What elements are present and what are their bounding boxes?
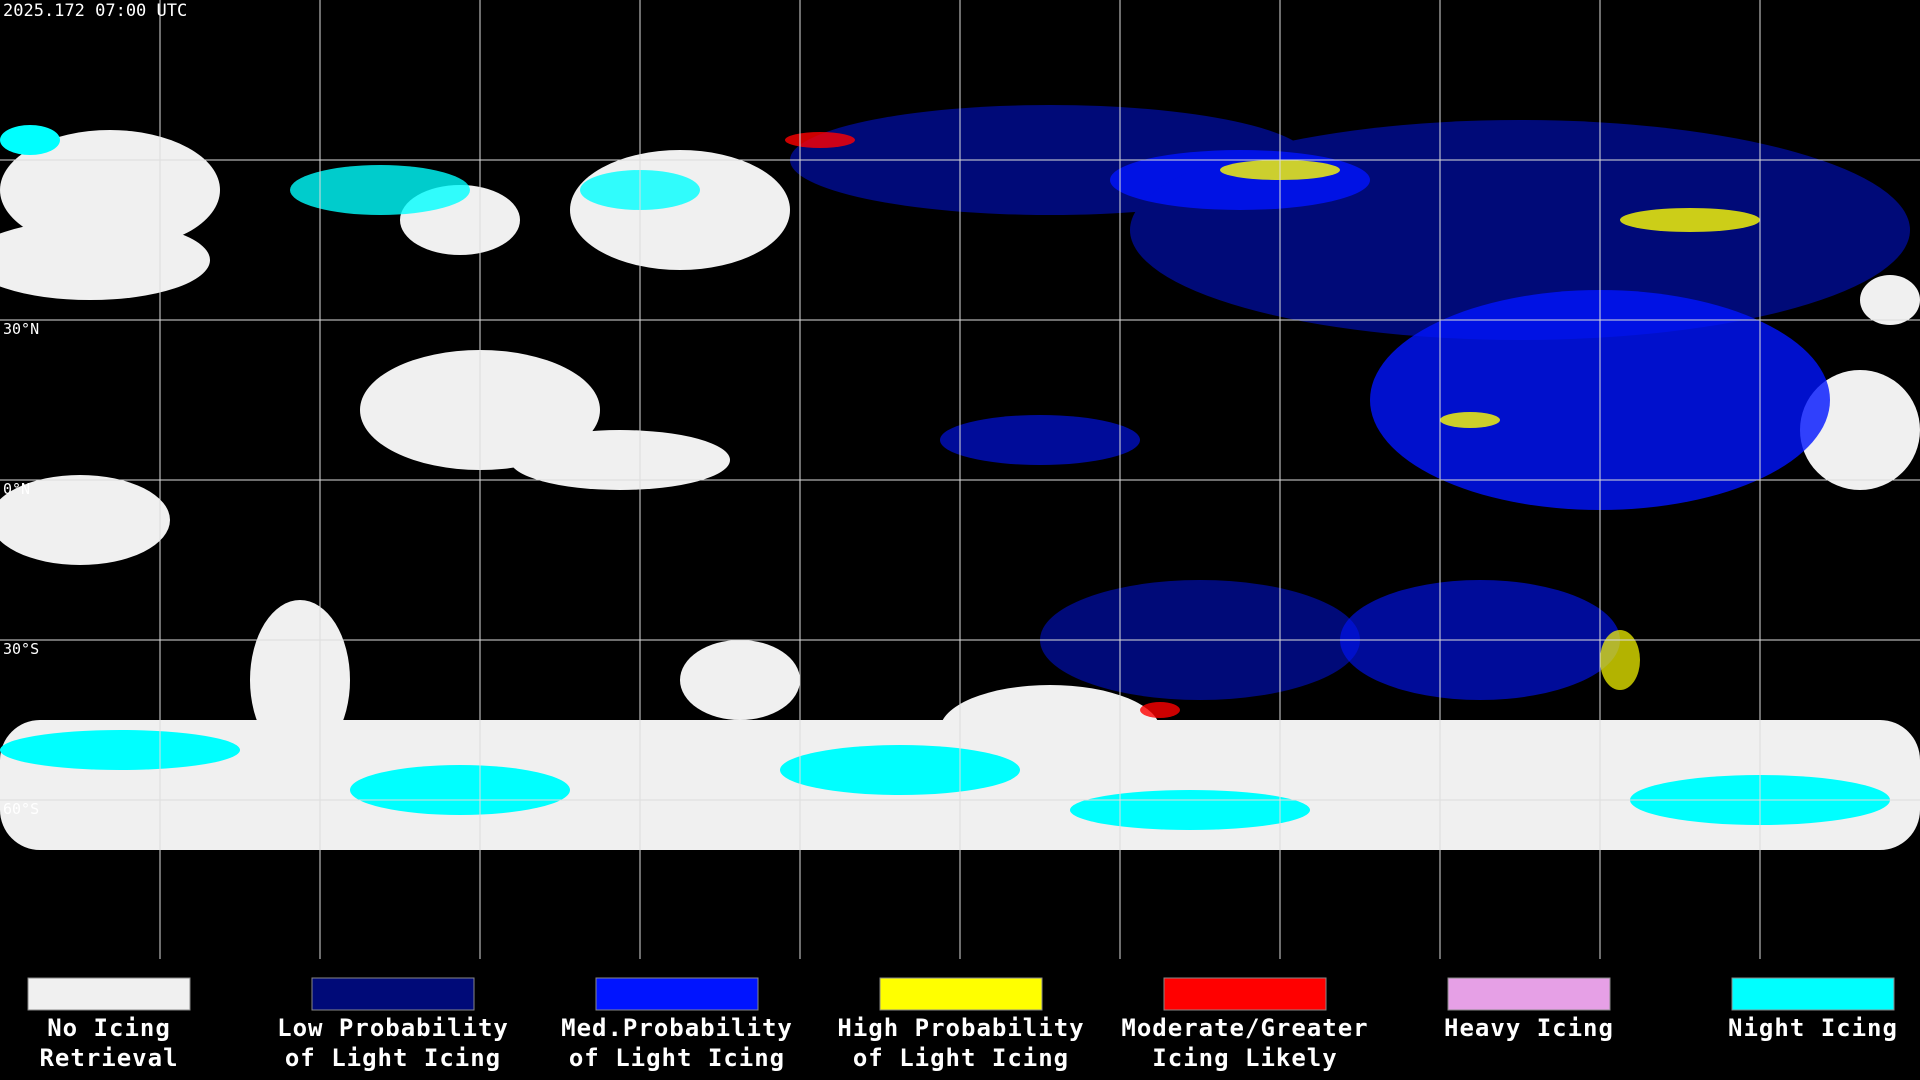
legend-label: No Icing: [47, 1014, 171, 1042]
legend-swatch: [1447, 977, 1611, 1011]
latitude-label: 60°S: [3, 800, 39, 818]
latitude-label: 30°N: [3, 320, 39, 338]
legend-label: High Probability: [837, 1014, 1084, 1042]
latitude-label: 30°S: [3, 640, 39, 658]
legend-swatch: [1163, 977, 1327, 1011]
legend-swatch: [311, 977, 475, 1011]
labels: 2025.172 07:00 UTC 30°N 0°N 30°S 60°S: [3, 1, 187, 818]
legend-swatch: [1731, 977, 1895, 1011]
legend-label: Moderate/Greater: [1121, 1014, 1368, 1042]
legend-label: of Light Icing: [853, 1044, 1069, 1072]
legend-swatch: [879, 977, 1043, 1011]
legend-label: Night Icing: [1728, 1014, 1898, 1042]
legend-swatch: [27, 977, 191, 1011]
legend-label: of Light Icing: [569, 1044, 785, 1072]
latitude-label: 0°N: [3, 480, 30, 498]
legend-label: Med.Probability: [561, 1014, 793, 1042]
legend-label: Heavy Icing: [1444, 1014, 1614, 1042]
legend-swatch: [595, 977, 759, 1011]
legend-label: Icing Likely: [1152, 1044, 1337, 1072]
legend-label: Low Probability: [277, 1014, 509, 1042]
legend-label: of Light Icing: [285, 1044, 501, 1072]
legend-label: Retrieval: [39, 1044, 178, 1072]
timestamp: 2025.172 07:00 UTC: [3, 1, 187, 21]
graticule: [0, 0, 1920, 959]
